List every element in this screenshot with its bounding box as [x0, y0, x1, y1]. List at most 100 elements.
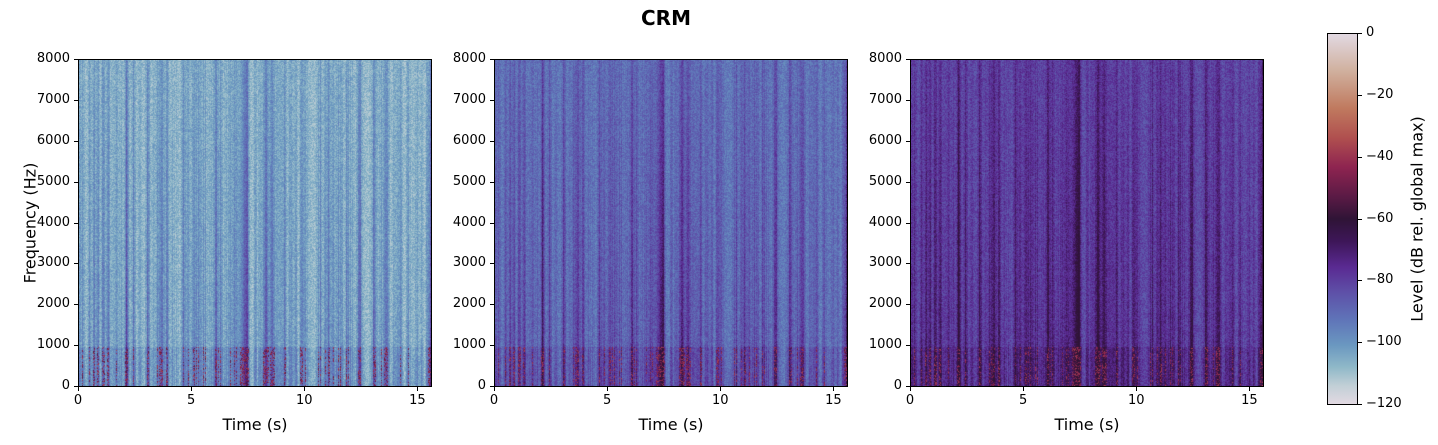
y-tick-label: 6000 [452, 132, 486, 148]
colorbar-tick-mark [1358, 94, 1362, 96]
y-tick-mark [490, 386, 494, 387]
y-tick-label: 0 [61, 378, 70, 393]
x-tick-label: 10 [296, 393, 313, 408]
y-tick-label: 8000 [868, 51, 902, 66]
x-tick-mark [910, 387, 911, 391]
y-tick-label: 1000 [36, 337, 70, 353]
x-tick-label: 5 [603, 393, 612, 408]
y-tick-mark [490, 263, 494, 265]
y-tick-mark [74, 222, 78, 224]
y-tick-mark [906, 99, 910, 101]
y-tick-label: 7000 [868, 91, 902, 107]
x-tick-mark [417, 387, 419, 391]
colorbar-label: Level (dB rel. global max) [1407, 116, 1427, 322]
colorbar-tick-mark [1358, 404, 1362, 405]
x-tick-mark [833, 387, 835, 391]
y-tick-label: 2000 [868, 296, 902, 312]
figure-title: CRM [641, 6, 691, 30]
y-tick-mark [906, 345, 910, 347]
y-tick-label: 5000 [36, 173, 70, 189]
y-tick-label: 2000 [36, 296, 70, 312]
x-tick-mark [78, 387, 79, 391]
y-tick-mark [906, 222, 910, 224]
y-tick-mark [74, 99, 78, 101]
x-tick-mark [1023, 387, 1025, 391]
y-tick-mark [490, 345, 494, 347]
colorbar-tick-label: 0 [1366, 25, 1375, 40]
spectrogram-panel-2 [494, 59, 848, 387]
y-tick-mark [74, 304, 78, 306]
x-tick-mark [607, 387, 609, 391]
y-tick-label: 5000 [868, 173, 902, 189]
y-tick-mark [906, 140, 910, 142]
spectrogram-image-1 [79, 60, 431, 386]
y-tick-label: 2000 [452, 296, 486, 312]
x-tick-label: 15 [825, 393, 842, 408]
x-tick-label: 0 [489, 393, 499, 408]
y-tick-mark [906, 304, 910, 306]
y-tick-mark [490, 304, 494, 306]
colorbar-tick-label: −20 [1366, 86, 1394, 102]
y-tick-label: 7000 [452, 91, 486, 107]
x-tick-label: 10 [1128, 393, 1145, 408]
x-axis-label-3: Time (s) [1054, 415, 1120, 434]
y-tick-mark [906, 263, 910, 265]
y-tick-label: 8000 [452, 51, 486, 66]
y-tick-label: 3000 [36, 255, 70, 271]
colorbar-tick-mark [1358, 156, 1362, 158]
colorbar-tick-label: −120 [1366, 396, 1402, 411]
y-tick-mark [490, 59, 494, 60]
y-tick-label: 1000 [452, 337, 486, 353]
y-tick-mark [490, 181, 494, 183]
spectrogram-image-3 [911, 60, 1263, 386]
y-tick-label: 0 [893, 378, 902, 393]
y-tick-mark [490, 99, 494, 101]
y-tick-label: 7000 [36, 91, 70, 107]
y-tick-label: 1000 [868, 337, 902, 353]
y-tick-mark [74, 59, 78, 60]
y-axis-label: Frequency (Hz) [20, 162, 40, 284]
y-tick-mark [490, 222, 494, 224]
y-tick-mark [906, 59, 910, 60]
colorbar-tick-mark [1358, 218, 1362, 220]
colorbar-tick-label: −60 [1366, 210, 1394, 226]
y-tick-mark [74, 345, 78, 347]
colorbar [1327, 33, 1358, 405]
x-tick-mark [720, 387, 722, 391]
x-tick-label: 10 [712, 393, 729, 408]
y-tick-label: 6000 [36, 132, 70, 148]
y-tick-label: 3000 [452, 255, 486, 271]
y-tick-mark [906, 386, 910, 387]
x-tick-mark [1249, 387, 1251, 391]
colorbar-tick-label: −80 [1366, 272, 1394, 288]
x-tick-label: 15 [409, 393, 426, 408]
x-tick-mark [304, 387, 306, 391]
x-tick-mark [1136, 387, 1138, 391]
x-tick-mark [191, 387, 193, 391]
colorbar-tick-label: −100 [1366, 334, 1402, 350]
x-tick-label: 0 [73, 393, 83, 408]
x-tick-label: 5 [187, 393, 196, 408]
colorbar-tick-mark [1358, 280, 1362, 282]
y-tick-mark [74, 263, 78, 265]
y-tick-label: 3000 [868, 255, 902, 271]
x-tick-mark [494, 387, 495, 391]
y-tick-label: 5000 [452, 173, 486, 189]
y-tick-label: 6000 [868, 132, 902, 148]
spectrogram-panel-1 [78, 59, 432, 387]
y-tick-mark [74, 181, 78, 183]
colorbar-tick-mark [1358, 33, 1362, 34]
y-tick-label: 0 [477, 378, 486, 393]
y-tick-mark [74, 140, 78, 142]
y-tick-mark [906, 181, 910, 183]
x-tick-label: 15 [1241, 393, 1258, 408]
y-tick-mark [490, 140, 494, 142]
x-tick-label: 5 [1019, 393, 1028, 408]
x-axis-label-2: Time (s) [638, 415, 704, 434]
x-tick-label: 0 [905, 393, 915, 408]
y-tick-label: 8000 [36, 51, 70, 66]
spectrogram-image-2 [495, 60, 847, 386]
colorbar-tick-label: −40 [1366, 148, 1394, 164]
x-axis-label-1: Time (s) [222, 415, 288, 434]
y-tick-label: 4000 [452, 214, 486, 230]
